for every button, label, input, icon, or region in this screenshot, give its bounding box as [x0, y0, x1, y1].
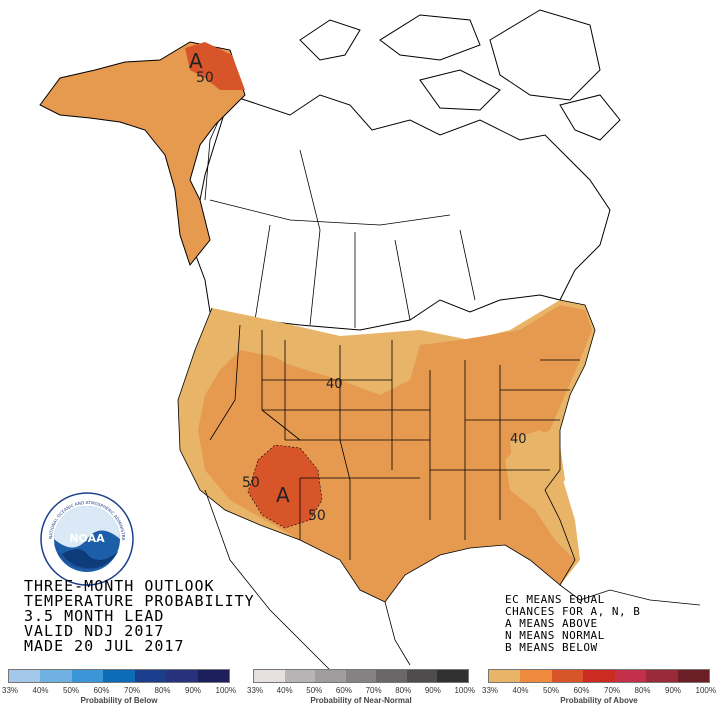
scale-below-tick: 100%: [215, 686, 236, 695]
scale-below-swatch: [9, 670, 41, 682]
title-line: VALID NDJ 2017: [24, 622, 165, 640]
key-block: EC MEANS EQUAL CHANCES FOR A, N, B A MEA…: [505, 594, 640, 654]
scale-normal-swatch: [284, 670, 316, 682]
scale-above-swatch: [551, 670, 584, 682]
scale-above-tick: 70%: [604, 686, 621, 695]
title-line: 3.5 MONTH LEAD: [24, 607, 165, 625]
scale-normal-swatch: [406, 670, 438, 682]
scale-normal-bar: [253, 669, 469, 683]
scale-above-tick: 60%: [573, 686, 590, 695]
scale-above-tick: 50%: [543, 686, 560, 695]
scale-below-tick: 60%: [93, 686, 110, 695]
key-line: A MEANS ABOVE: [505, 617, 598, 630]
scale-normal-swatch: [345, 670, 377, 682]
scale-above-swatch: [489, 670, 521, 682]
scale-below-swatch: [40, 670, 72, 682]
scale-normal-tick: 40%: [276, 686, 293, 695]
state-borders: [177, 299, 596, 603]
scale-normal-tick: 60%: [335, 686, 352, 695]
scale-above-tick: 100%: [695, 686, 716, 695]
sw-letter-label: A: [276, 483, 290, 507]
plains-contour-label: 40: [326, 377, 343, 392]
scale-above-swatch: [677, 670, 709, 682]
scale-above-swatch: [520, 670, 552, 682]
scale-above-label: Probability of Above: [560, 696, 638, 705]
sw-contour-left-label: 50: [242, 475, 260, 491]
scale-below-ticks: 33% 40% 50% 60% 70% 80% 90% 100%: [2, 686, 236, 695]
scale-above-ticks: 33% 40% 50% 60% 70% 80% 90% 100%: [482, 686, 716, 695]
scale-above-swatch: [583, 670, 615, 682]
alaska-contour-label: 50: [196, 70, 214, 86]
scale-normal-tick: 80%: [395, 686, 412, 695]
scale-below-tick: 90%: [185, 686, 202, 695]
scale-normal-swatch: [315, 670, 346, 682]
scale-below-swatch: [71, 670, 104, 682]
scale-below-swatch: [166, 670, 198, 682]
sw-contour-right-label: 50: [308, 508, 326, 524]
scale-normal-tick: 50%: [306, 686, 323, 695]
scale-normal-swatch: [254, 670, 285, 682]
scale-below-bar: [8, 669, 230, 683]
scale-below-swatch: [103, 670, 135, 682]
alaska-region: 50 A: [39, 41, 246, 267]
scale-above-swatch: [614, 670, 647, 682]
scale-normal-tick: 70%: [365, 686, 382, 695]
scale-below-tick: 40%: [32, 686, 49, 695]
scale-above-tick: 33%: [482, 686, 499, 695]
scale-above-swatch: [646, 670, 678, 682]
key-line: N MEANS NORMAL: [505, 629, 605, 642]
title-line: MADE 20 JUL 2017: [24, 637, 185, 655]
scale-normal-label: Probability of Near-Normal: [310, 696, 412, 705]
scale-above-tick: 80%: [634, 686, 651, 695]
title-line: TEMPERATURE PROBABILITY: [24, 592, 255, 610]
scale-normal-swatch: [376, 670, 407, 682]
mexico-outline: [204, 489, 701, 671]
scale-below: 33% 40% 50% 60% 70% 80% 90% 100% Probability of…: [2, 669, 236, 705]
key-line: EC MEANS EQUAL: [505, 593, 605, 606]
key-line: B MEANS BELOW: [505, 641, 598, 654]
scale-normal-tick: 33%: [247, 686, 264, 695]
key-line: CHANCES FOR A, N, B: [505, 605, 641, 618]
conus-region: 40 40 50 50 A: [178, 300, 595, 602]
scale-below-swatch: [197, 670, 229, 682]
scale-above-bar: [488, 669, 710, 683]
scale-below-swatch: [134, 670, 167, 682]
scale-below-tick: 70%: [124, 686, 141, 695]
title-block: THREE-MONTH OUTLOOK TEMPERATURE PROBABIL…: [24, 579, 255, 654]
scale-below-tick: 80%: [154, 686, 171, 695]
scale-normal-ticks: 33% 40% 50% 60% 70% 80% 90% 100%: [247, 686, 475, 695]
scale-normal: 33% 40% 50% 60% 70% 80% 90% 100% Probability of…: [247, 669, 475, 705]
scale-below-tick: 33%: [2, 686, 19, 695]
title-line: THREE-MONTH OUTLOOK: [24, 577, 215, 595]
scale-above-tick: 90%: [665, 686, 682, 695]
scale-above-tick: 40%: [512, 686, 529, 695]
scale-below-tick: 50%: [63, 686, 80, 695]
alaska-letter-label: A: [189, 49, 203, 73]
scale-normal-swatch: [437, 670, 469, 682]
noaa-center-text: NOAA: [69, 532, 105, 545]
east-contour-label: 40: [510, 432, 527, 447]
scale-normal-tick: 100%: [454, 686, 475, 695]
scale-below-label: Probability of Below: [80, 696, 158, 705]
noaa-logo: NOAA NATIONAL OCEANIC AND ATMOSPHERIC AD…: [40, 492, 134, 586]
scale-normal-tick: 90%: [424, 686, 441, 695]
canada-landmass: [189, 9, 621, 331]
scale-above: 33% 40% 50% 60% 70% 80% 90% 100% Probability of…: [482, 669, 716, 705]
